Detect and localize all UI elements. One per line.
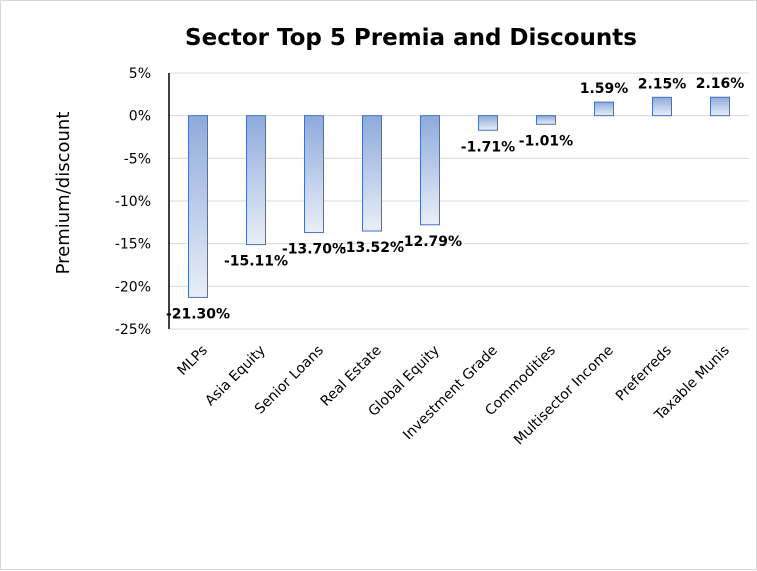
data-label: 1.59%: [580, 81, 629, 97]
bar: [652, 96, 672, 117]
bar: [478, 115, 498, 131]
chart-title: Sector Top 5 Premia and Discounts: [185, 25, 637, 51]
y-tick-label: -15%: [115, 237, 151, 253]
y-tick-label: -25%: [115, 322, 151, 338]
bar: [246, 115, 266, 246]
y-tick-label: 5%: [129, 66, 151, 82]
y-tick-label: 0%: [129, 109, 151, 125]
data-label: -13.70%: [282, 242, 346, 258]
data-label: -1.71%: [461, 139, 515, 155]
y-tick-label: -20%: [115, 279, 151, 295]
bar: [594, 101, 614, 117]
data-label: 2.16%: [696, 76, 745, 92]
data-label: 2.15%: [638, 76, 687, 92]
data-label: -21.30%: [166, 306, 230, 322]
bar: [710, 96, 730, 117]
data-label: -13.52%: [340, 240, 404, 256]
data-labels: -21.30% -15.11%-13.70%-13.52%-12.79% -1.71…: [166, 76, 744, 322]
bar: [188, 115, 208, 298]
x-tick-label: Preferreds: [613, 343, 675, 405]
bar: [536, 115, 556, 125]
y-axis-label: Premium/discount: [53, 112, 74, 275]
bars: [188, 96, 730, 298]
bar: [304, 115, 324, 234]
y-tick-label: -10%: [115, 194, 151, 210]
data-label: -15.11%: [224, 254, 288, 270]
x-tick-label: Multisector Income: [511, 343, 617, 449]
y-axis-ticks: 5% 0% -5% -10% -15% -20% -25%: [115, 66, 151, 338]
data-label: -1.01%: [519, 133, 573, 149]
bar: [420, 115, 440, 226]
y-tick-label: -5%: [124, 151, 151, 167]
x-tick-label: MLPs: [175, 343, 211, 379]
bar: [362, 115, 382, 232]
data-label: -12.79%: [398, 234, 462, 250]
